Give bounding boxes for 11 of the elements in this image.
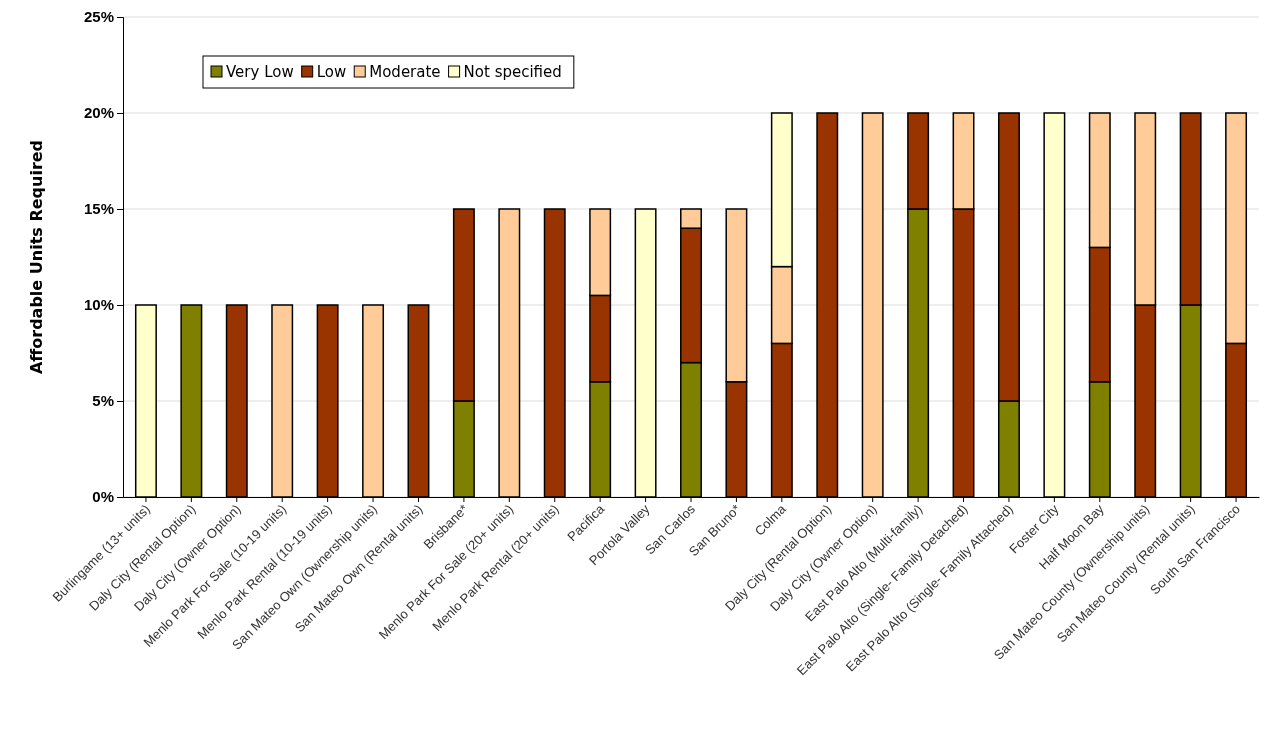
y-tick-label: 0% <box>92 488 114 506</box>
y-tick-label: 15% <box>83 200 114 218</box>
y-axis-title: Affordable Units Required <box>27 139 46 375</box>
y-tick-label: 10% <box>83 296 114 314</box>
y-tick-label: 25% <box>83 8 114 26</box>
legend-label: Low <box>316 63 347 82</box>
y-tick-label: 5% <box>92 392 114 410</box>
y-tick-label: 20% <box>83 104 114 122</box>
legend-label: Very Low <box>226 63 294 82</box>
legend-label: Moderate <box>369 63 441 82</box>
legend-label: Not specified <box>463 63 562 82</box>
